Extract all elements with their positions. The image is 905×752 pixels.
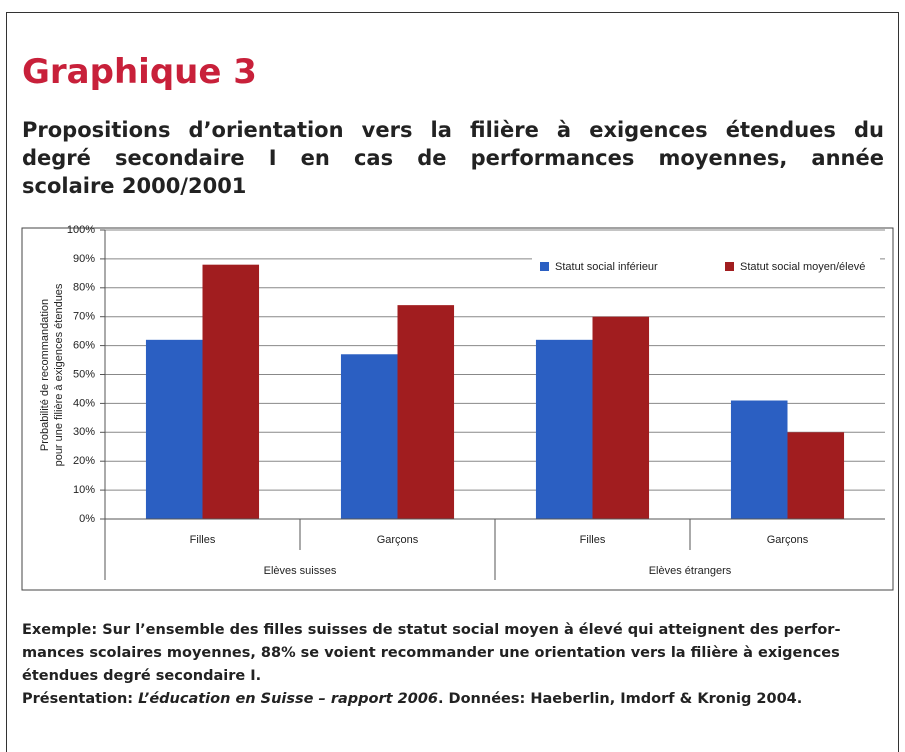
y-tick-label: 60% (73, 340, 95, 352)
source-line: Présentation: L’éducation en Suisse – ra… (22, 691, 802, 707)
legend-label: Statut social inférieur (555, 261, 658, 273)
x-tick-label: Filles (190, 534, 216, 546)
y-axis-label: Probabilité de recommandation (39, 299, 51, 451)
x-tick-label: Garçons (377, 534, 419, 546)
legend-box (532, 256, 880, 278)
bar (592, 316, 650, 519)
legend-swatch (725, 262, 734, 271)
note-line: mances scolaires moyennes, 88% se voient… (22, 645, 840, 661)
y-tick-label: 50% (73, 368, 95, 380)
chart-border (21, 227, 894, 591)
subtitle-line: Propositions d’orientation vers la filiè… (22, 118, 884, 142)
y-tick-label: 90% (73, 253, 95, 265)
y-tick-label: 100% (67, 224, 95, 236)
title: Graphique 3 (22, 52, 257, 92)
legend-swatch (540, 262, 549, 271)
chart: Probabilité de recommandation pour une f… (21, 224, 894, 591)
y-tick-label: 70% (73, 311, 95, 323)
group-label: Elèves étrangers (649, 565, 732, 577)
source-label: Présentation: (22, 691, 134, 707)
bar (535, 339, 593, 519)
bar (397, 305, 455, 519)
frame (6, 12, 899, 752)
note-line: Exemple: Sur l’ensemble des filles suiss… (22, 622, 841, 638)
source-rest: . Données: Haeberlin, Imdorf & Kronig 20… (438, 691, 803, 707)
bar (730, 400, 788, 519)
note-line: étendues degré secondaire I. (22, 668, 262, 684)
bar (787, 432, 845, 519)
y-tick-label: 80% (73, 282, 95, 294)
group-label: Elèves suisses (264, 565, 337, 577)
subtitle-line: scolaire 2000/2001 (22, 174, 247, 198)
source-title: L’éducation en Suisse – rapport 2006 (138, 691, 438, 707)
bar (202, 264, 260, 519)
y-tick-label: 10% (73, 484, 95, 496)
bar (145, 339, 203, 519)
y-tick-label: 30% (73, 426, 95, 438)
subtitle-line: degré secondaire I en cas de performance… (22, 146, 884, 170)
x-tick-label: Garçons (767, 534, 809, 546)
legend-label: Statut social moyen/élevé (740, 261, 865, 273)
bar (340, 354, 398, 519)
y-tick-label: 0% (79, 513, 95, 525)
y-tick-label: 40% (73, 397, 95, 409)
y-axis-label: pour une filière à exigences étendues (53, 283, 65, 466)
y-tick-label: 20% (73, 455, 95, 467)
x-tick-label: Filles (580, 534, 606, 546)
